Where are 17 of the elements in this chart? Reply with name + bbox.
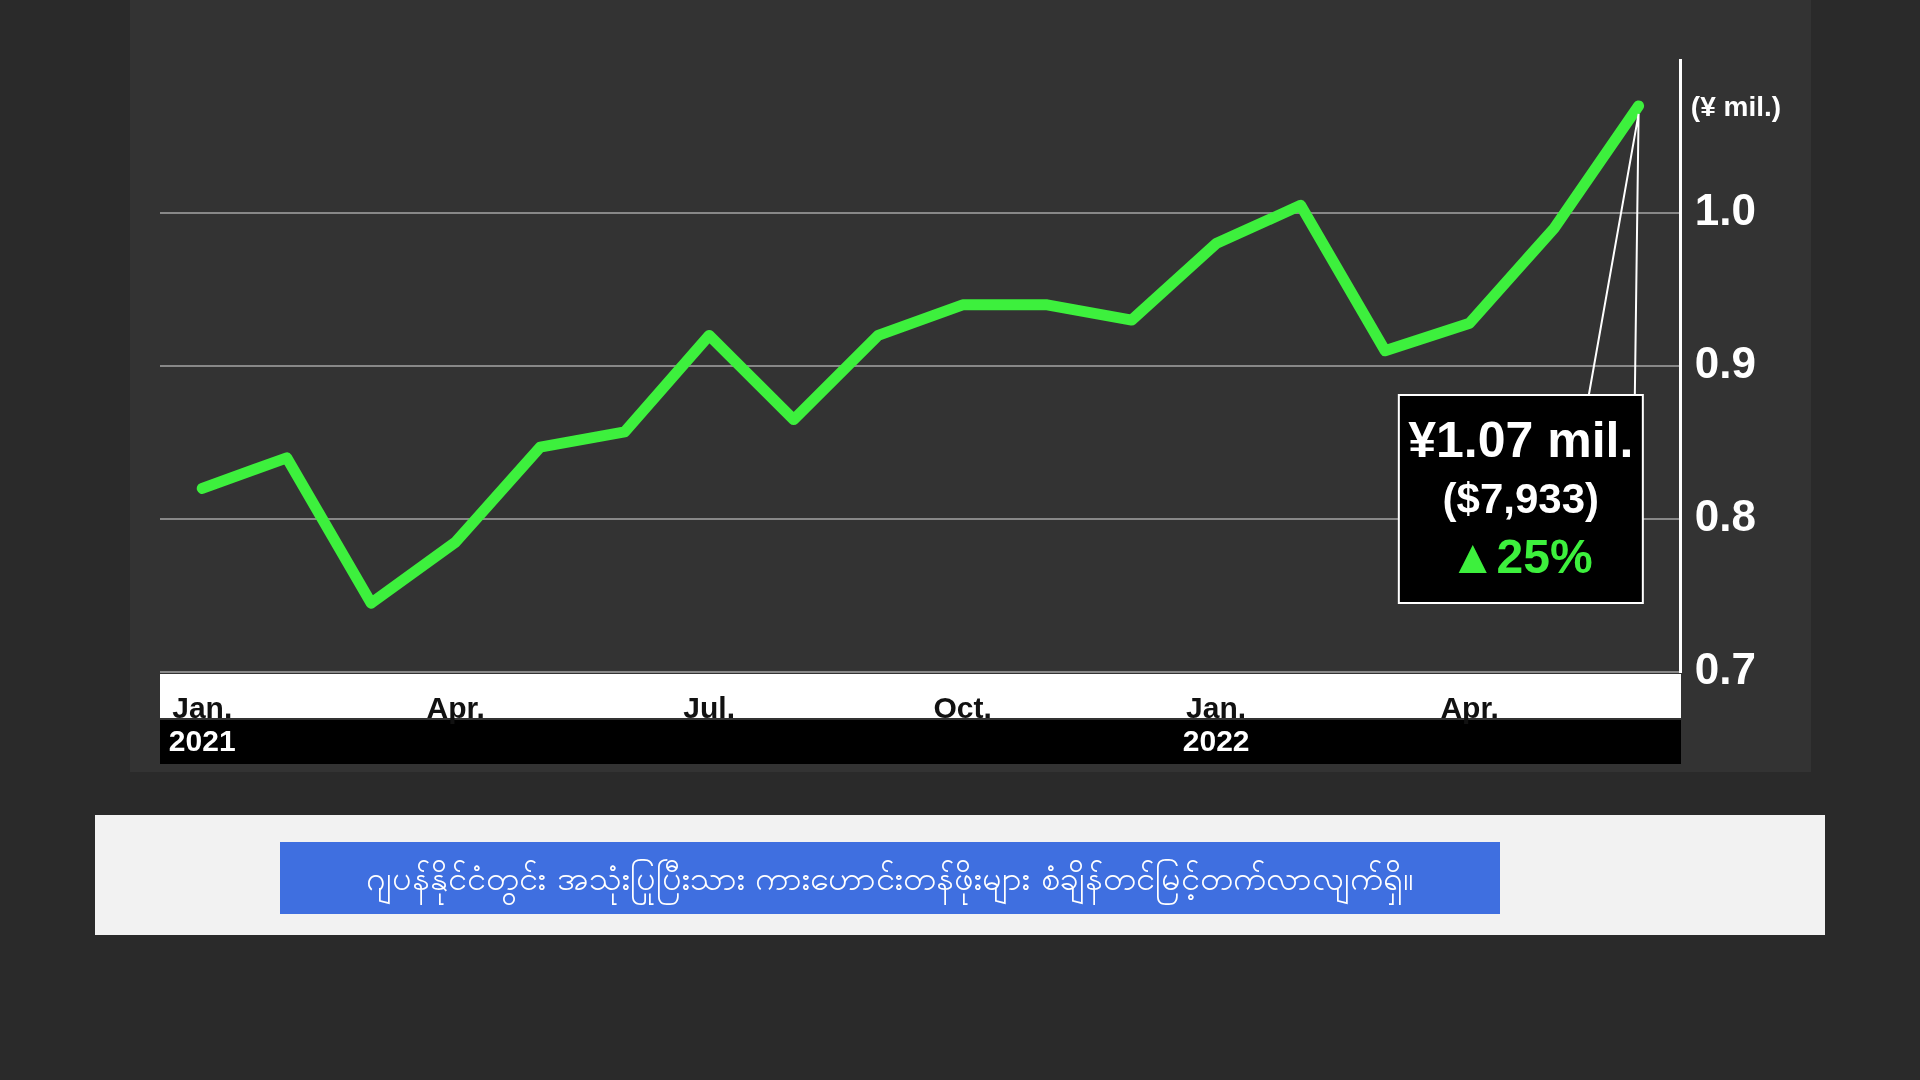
y-tick-label: 0.9	[1694, 338, 1757, 388]
text: 2022	[1182, 724, 1250, 758]
x-tick-label: Oct.	[933, 691, 992, 725]
x-tick-label: Jan.	[172, 691, 233, 725]
annotation: ¥1.07 mil.	[1408, 411, 1634, 468]
y-tick-label: 0.8	[1694, 491, 1757, 541]
x-tick-label: Jul.	[683, 691, 736, 725]
x-tick-label: Apr.	[426, 691, 485, 725]
y-axis-title: (¥ mil.)	[1690, 90, 1782, 122]
text: ဂျပန်နိုင်ငံတွင်း အသုံးပြုပြီးသား ကားဟောင်းတန်ဖိုးများ စံချိန်တင်မြင့်တက်လာလျက်ရှိ။	[280, 842, 1500, 914]
y-tick-label: 1.0	[1694, 185, 1757, 235]
annotation: ▲25%	[1449, 530, 1593, 584]
y-tick-label: 0.7	[1694, 644, 1757, 694]
x-tick-label: Jan.	[1186, 691, 1247, 725]
text: 2021	[168, 724, 236, 758]
x-tick-label: Apr.	[1440, 691, 1499, 725]
annotation: ($7,933)	[1442, 474, 1600, 522]
